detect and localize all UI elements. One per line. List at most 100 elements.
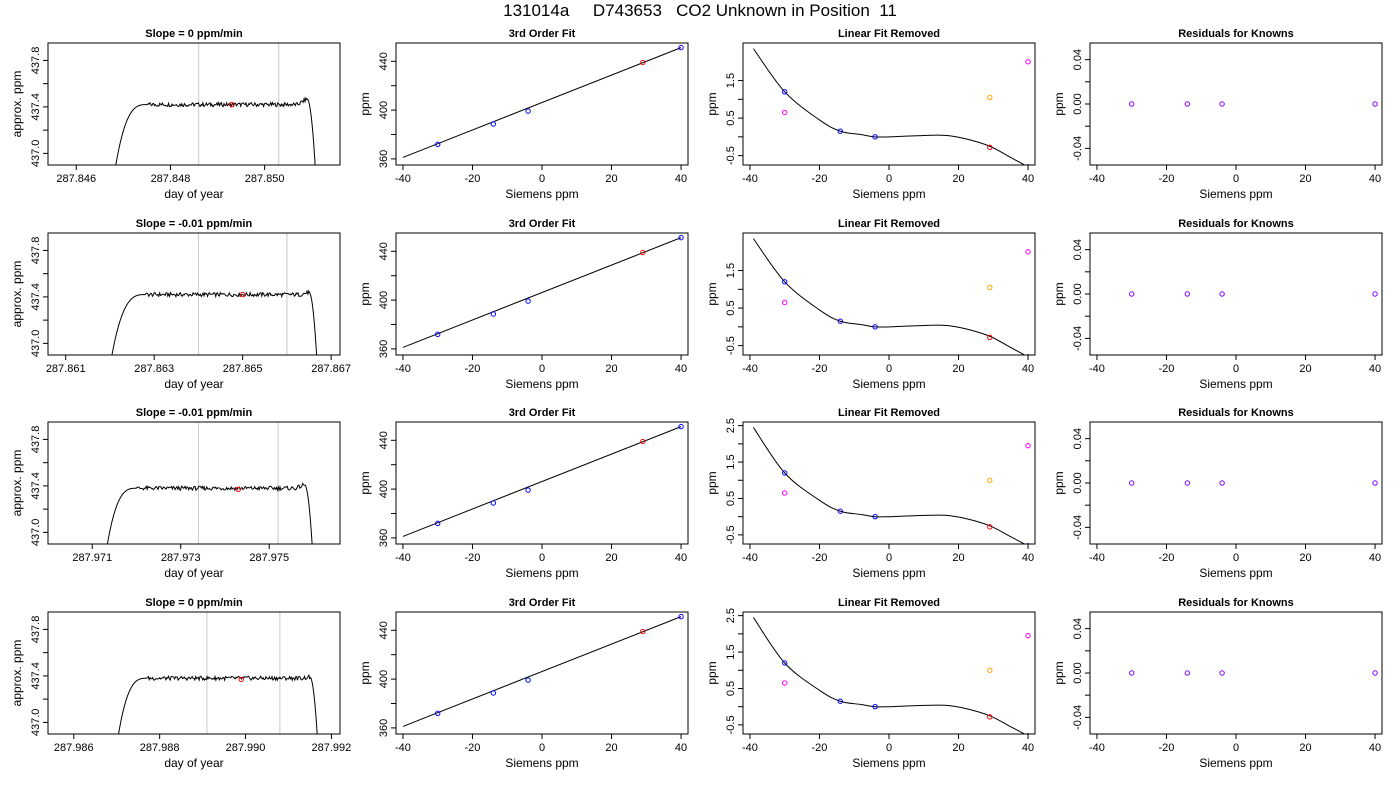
raw-offset-point bbox=[782, 680, 788, 686]
known-point bbox=[782, 279, 788, 285]
panel-r4-c1: Slope = 0 ppm/min 287.986 287.988 287.990 28… bbox=[10, 597, 351, 770]
y-tick-label: 437.8 bbox=[30, 47, 42, 75]
plot-frame bbox=[742, 611, 1036, 735]
x-tick-label: 287.992 bbox=[312, 742, 352, 754]
panel-title: Residuals for Knowns bbox=[1178, 28, 1294, 40]
x-tick-label: 0 bbox=[539, 363, 545, 375]
data-layer bbox=[402, 613, 684, 727]
raw-offset-point bbox=[1025, 249, 1031, 255]
y-axis-label: ppm bbox=[705, 92, 719, 115]
data-layer bbox=[753, 427, 1031, 544]
y-tick-label: 0.5 bbox=[725, 681, 737, 696]
signal-line bbox=[106, 482, 313, 544]
y-tick-label: 1.5 bbox=[725, 644, 737, 659]
panel-r4-c2: 3rd Order Fit -40 -20 0 20 40 360 400 440 Siemens… bbox=[358, 597, 689, 770]
x-tick-label: 40 bbox=[675, 363, 687, 375]
panel-title: Residuals for Knowns bbox=[1178, 407, 1294, 419]
x-tick-label: -40 bbox=[742, 363, 758, 375]
unknown-point bbox=[987, 524, 993, 530]
data-layer bbox=[111, 233, 318, 355]
known-point bbox=[678, 423, 684, 430]
plot-frame bbox=[395, 421, 689, 545]
plot-frame bbox=[742, 42, 1036, 166]
y-tick-label: 360 bbox=[378, 340, 390, 358]
y-tick-label: 1.5 bbox=[725, 73, 737, 88]
x-tick-label: -20 bbox=[465, 742, 481, 754]
y-tick-label: 437.0 bbox=[30, 140, 42, 168]
fit-line bbox=[402, 47, 682, 158]
y-tick-label: 440 bbox=[378, 52, 390, 70]
known-point bbox=[782, 89, 788, 95]
unknown-point bbox=[640, 438, 646, 445]
y-axis-label: approx. ppm bbox=[10, 450, 24, 517]
x-axis-label: Siemens ppm bbox=[1199, 566, 1272, 580]
residual-point bbox=[1219, 480, 1225, 486]
residual-point bbox=[1372, 291, 1378, 297]
x-axis-label: Siemens ppm bbox=[1199, 187, 1272, 201]
y-tick-label: 0.00 bbox=[1072, 283, 1084, 304]
x-tick-label: 287.975 bbox=[249, 552, 289, 564]
y-tick-label: 440 bbox=[378, 431, 390, 449]
x-tick-label: -20 bbox=[1159, 173, 1175, 185]
residual-point bbox=[1129, 101, 1135, 107]
panel-title: Slope = 0 ppm/min bbox=[145, 597, 243, 609]
sample-marker bbox=[239, 291, 246, 298]
unknown-point bbox=[987, 144, 993, 151]
x-tick-label: -40 bbox=[1089, 552, 1105, 564]
x-tick-label: 40 bbox=[1369, 363, 1381, 375]
residual-point bbox=[1219, 670, 1225, 676]
y-tick-label: 0.00 bbox=[1072, 662, 1084, 683]
known-point bbox=[490, 500, 497, 506]
raw-offset-point bbox=[1025, 442, 1031, 449]
raw-offset-point bbox=[1025, 632, 1031, 639]
plot-frame bbox=[1089, 611, 1383, 735]
residual-point bbox=[1129, 480, 1135, 486]
y-tick-label: 2.5 bbox=[725, 608, 737, 623]
y-tick-label: 0.04 bbox=[1072, 428, 1084, 449]
y-tick-label: 400 bbox=[378, 291, 390, 309]
y-tick-label: 0.00 bbox=[1072, 93, 1084, 114]
panel-r3-c4: Residuals for Knowns -40 -20 0 20 40 -0.04 0.00… bbox=[1052, 407, 1383, 580]
fit-curve bbox=[753, 238, 1026, 355]
residual-point bbox=[1129, 291, 1135, 297]
x-axis-label: Siemens ppm bbox=[505, 566, 578, 580]
panel-title: Linear Fit Removed bbox=[838, 407, 940, 419]
data-layer bbox=[753, 617, 1031, 734]
y-axis-label: ppm bbox=[1052, 92, 1066, 115]
x-tick-label: 40 bbox=[1369, 742, 1381, 754]
y-axis-label: ppm bbox=[705, 661, 719, 684]
y-tick-label: 437.4 bbox=[30, 93, 42, 121]
x-tick-label: -40 bbox=[742, 552, 758, 564]
x-tick-label: 287.971 bbox=[72, 552, 112, 564]
y-axis-label: approx. ppm bbox=[10, 640, 24, 707]
unknown-point bbox=[640, 249, 646, 256]
x-tick-label: 287.863 bbox=[134, 363, 174, 375]
unknown-point bbox=[640, 59, 646, 66]
unknown-offset-point bbox=[987, 477, 993, 483]
x-tick-label: 287.990 bbox=[226, 742, 266, 754]
known-point bbox=[525, 108, 531, 114]
sample-marker bbox=[238, 676, 244, 683]
x-tick-label: 0 bbox=[886, 552, 892, 564]
x-axis-label: Siemens ppm bbox=[1199, 756, 1272, 770]
y-axis-label: ppm bbox=[1052, 661, 1066, 684]
x-tick-label: 20 bbox=[952, 742, 964, 754]
x-tick-label: 40 bbox=[1022, 742, 1034, 754]
y-axis-label: ppm bbox=[705, 471, 719, 494]
panel-title: Linear Fit Removed bbox=[838, 218, 940, 230]
plot-frame bbox=[1089, 42, 1383, 166]
y-tick-label: -0.04 bbox=[1072, 136, 1084, 161]
data-layer bbox=[118, 612, 318, 734]
x-axis-label: day of year bbox=[164, 187, 223, 201]
known-point bbox=[872, 703, 878, 710]
x-tick-label: -20 bbox=[812, 363, 828, 375]
residual-point bbox=[1219, 291, 1225, 297]
y-tick-label: 437.4 bbox=[30, 472, 42, 500]
panel-title: Residuals for Knowns bbox=[1178, 597, 1294, 609]
y-axis-label: ppm bbox=[358, 282, 372, 305]
residual-point bbox=[1184, 291, 1191, 297]
y-tick-label: 400 bbox=[378, 480, 390, 498]
x-tick-label: -20 bbox=[465, 173, 481, 185]
x-tick-label: -20 bbox=[812, 173, 828, 185]
x-tick-label: -40 bbox=[742, 742, 758, 754]
